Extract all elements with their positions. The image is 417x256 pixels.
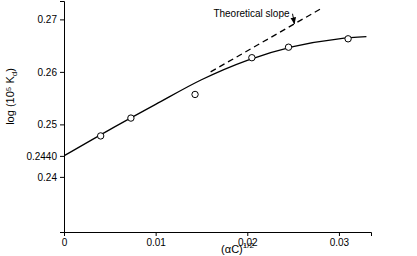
x-tick: 0.01 [146, 232, 166, 248]
annotation: Theoretical slope [213, 8, 290, 19]
x-axis-line [65, 233, 372, 237]
y-tick-mark [60, 72, 64, 73]
y-tick-mark [60, 156, 64, 157]
x-tick-label: 0.01 [146, 237, 166, 248]
y-tick-label: 0.26 [38, 67, 58, 78]
y-tick-mark [60, 177, 64, 178]
y-tick-mark [60, 19, 64, 20]
x-tick-mark [156, 232, 157, 236]
x-tick-label: 0.03 [330, 237, 350, 248]
data-point [128, 115, 134, 121]
y-tick-label: 0.2440 [26, 151, 57, 162]
x-tick-mark [339, 232, 340, 236]
chart: 00.010.020.030.240.24400.250.260.27Theor… [0, 0, 417, 256]
data-point [345, 36, 351, 42]
x-tick: 0 [62, 232, 68, 248]
plot-area [64, 9, 366, 156]
y-axis-line [60, 2, 65, 233]
x-tick-mark [247, 232, 248, 236]
x-tick: 0.03 [330, 232, 350, 248]
annotation-arrow [293, 14, 295, 24]
data-point [249, 55, 255, 61]
y-tick: 0.26 [38, 67, 64, 78]
y-tick-label: 0.27 [38, 14, 58, 25]
y-tick: 0.25 [38, 119, 64, 130]
y-tick-label: 0.25 [38, 119, 58, 130]
x-axis-title: (αC)1/2 [221, 241, 254, 255]
data-point [97, 133, 103, 139]
data-point [192, 91, 198, 97]
y-tick-label: 0.24 [38, 172, 58, 183]
y-axis-title: log (10⁵ Kd) [4, 68, 19, 125]
x-tick-label: 0 [62, 237, 68, 248]
data-point [285, 44, 291, 50]
y-tick: 0.24 [38, 172, 64, 183]
y-tick: 0.27 [38, 14, 64, 25]
curve [64, 37, 366, 156]
y-tick: 0.2440 [26, 151, 64, 162]
x-axis: 00.010.020.03 [62, 232, 372, 248]
y-axis: 0.24 0.2440 0.25 0.26 0.27 [26, 2, 64, 233]
y-tick-mark [60, 124, 64, 125]
